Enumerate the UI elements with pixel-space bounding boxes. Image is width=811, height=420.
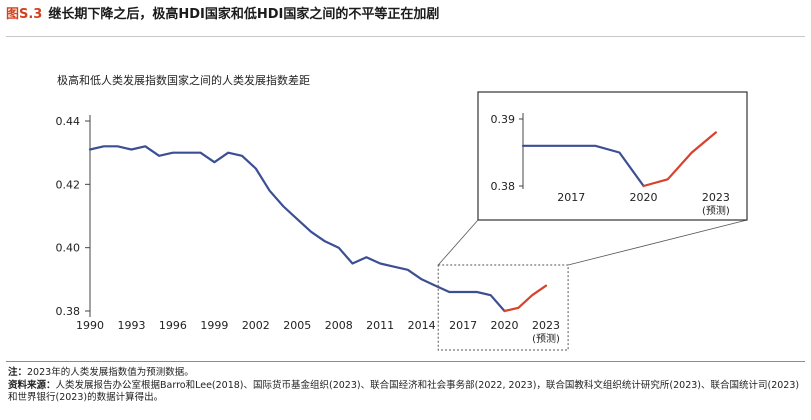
x-tick-note: (预测) — [532, 332, 560, 345]
inset-x-tick-label: 2017 — [557, 191, 585, 204]
inset-projected-series-line — [642, 131, 718, 188]
x-tick-label: 1996 — [159, 319, 187, 332]
y-tick-label: 0.44 — [56, 115, 81, 128]
figure-title-text: 继长期下降之后，极高HDI国家和低HDI国家之间的不平等正在加剧 — [48, 7, 440, 22]
zoom-callout — [437, 219, 748, 351]
connector-line-right — [568, 219, 748, 266]
x-tick-label: 2005 — [283, 319, 311, 332]
x-tick-label: 2002 — [242, 319, 270, 332]
figure-title: 图S.3 继长期下降之后，极高HDI国家和低HDI国家之间的不平等正在加剧 — [6, 6, 439, 24]
x-tick-label: 2023 — [532, 319, 560, 332]
note-label: 注： — [8, 367, 28, 378]
inset-y-tick-label: 0.39 — [491, 113, 516, 126]
inset-y-tick-label: 0.38 — [491, 180, 516, 193]
x-tick-label: 2011 — [366, 319, 394, 332]
source-line: 资料来源：人类发展报告办公室根据Barro和Lee(2018)、国际货币基金组织… — [8, 380, 808, 405]
chart-title: 极高和低人类发展指数国家之间的人类发展指数差距 — [57, 73, 310, 87]
connector-line-left — [437, 219, 479, 266]
note-text: 2023年的人类发展指数值为预测数据。 — [27, 367, 194, 378]
x-tick-label: 1993 — [117, 319, 145, 332]
inset-x-tick-label: 2023 — [702, 191, 730, 204]
notes: 注：2023年的人类发展指数值为预测数据。 资料来源：人类发展报告办公室根据Ba… — [8, 367, 808, 405]
inset-x-tick-label: 2020 — [630, 191, 658, 204]
x-tick-label: 2008 — [325, 319, 353, 332]
bottom-divider — [6, 361, 805, 362]
x-tick-label: 2017 — [449, 319, 477, 332]
y-tick-label: 0.42 — [56, 178, 81, 191]
inset-historical-series-line — [521, 144, 645, 188]
inset-chart: 0.39 0.38 2017 2020 2023(预测) — [477, 91, 748, 221]
top-divider — [6, 36, 805, 37]
note-line: 注：2023年的人类发展指数值为预测数据。 — [8, 367, 808, 380]
y-tick-label: 0.38 — [56, 305, 81, 318]
figure-number: 图S.3 — [6, 7, 43, 22]
x-tick-label: 1999 — [200, 319, 228, 332]
main-series — [88, 145, 548, 313]
x-tick-label: 1990 — [76, 319, 104, 332]
zoom-region — [437, 264, 569, 351]
projected-series-line — [503, 284, 548, 313]
x-tick-label: 2014 — [408, 319, 436, 332]
source-label: 资料来源： — [8, 379, 56, 391]
historical-series-line — [88, 145, 506, 313]
inset-x-tick-note: (预测) — [702, 204, 730, 217]
y-tick-label: 0.40 — [56, 242, 81, 255]
source-text: 人类发展报告办公室根据Barro和Lee(2018)、国际货币基金组织(2023… — [8, 379, 800, 404]
x-tick-label: 2020 — [491, 319, 519, 332]
